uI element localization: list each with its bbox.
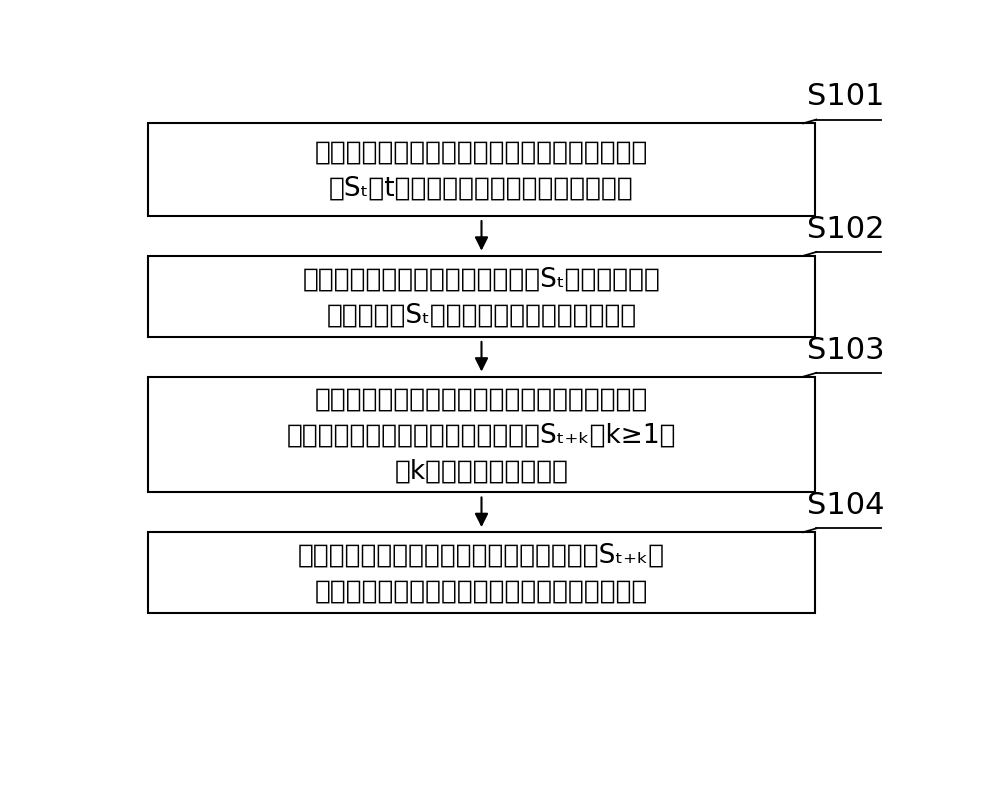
- Text: S103: S103: [807, 335, 885, 364]
- Text: S102: S102: [807, 214, 885, 243]
- Bar: [148, 377, 815, 492]
- Bar: [148, 256, 815, 337]
- Text: S104: S104: [807, 491, 885, 520]
- Text: S101: S101: [807, 82, 885, 111]
- Text: 根据第一预设判据评估乙炔总含量Sₜ是否异常，当
乙炔总含量Sₜ评估为异常时，则执行下一步: 根据第一预设判据评估乙炔总含量Sₜ是否异常，当 乙炔总含量Sₜ评估为异常时，则执…: [303, 266, 660, 328]
- Text: 根据第二预设判据评估增量后的乙炔总含量Sₜ₊ₖ是
否异常，从而评估真空有载分接开关的切换状态: 根据第二预设判据评估增量后的乙炔总含量Sₜ₊ₖ是 否异常，从而评估真空有载分接开…: [298, 542, 665, 604]
- Bar: [148, 533, 815, 613]
- Text: 对真空有载分接开关的调压次数进行增量至预设
增量次数，获取增量后的乙炔总含量Sₜ₊ₖ（k≥1）
，k表示为预设增量次数: 对真空有载分接开关的调压次数进行增量至预设 增量次数，获取增量后的乙炔总含量Sₜ…: [287, 386, 676, 484]
- Bar: [148, 124, 815, 217]
- Text: 获取当前油色谱取样分析总次数相应的乙炔总含
量Sₜ，t表示为当前油色谱取样分析总次数: 获取当前油色谱取样分析总次数相应的乙炔总含 量Sₜ，t表示为当前油色谱取样分析总…: [315, 139, 648, 201]
